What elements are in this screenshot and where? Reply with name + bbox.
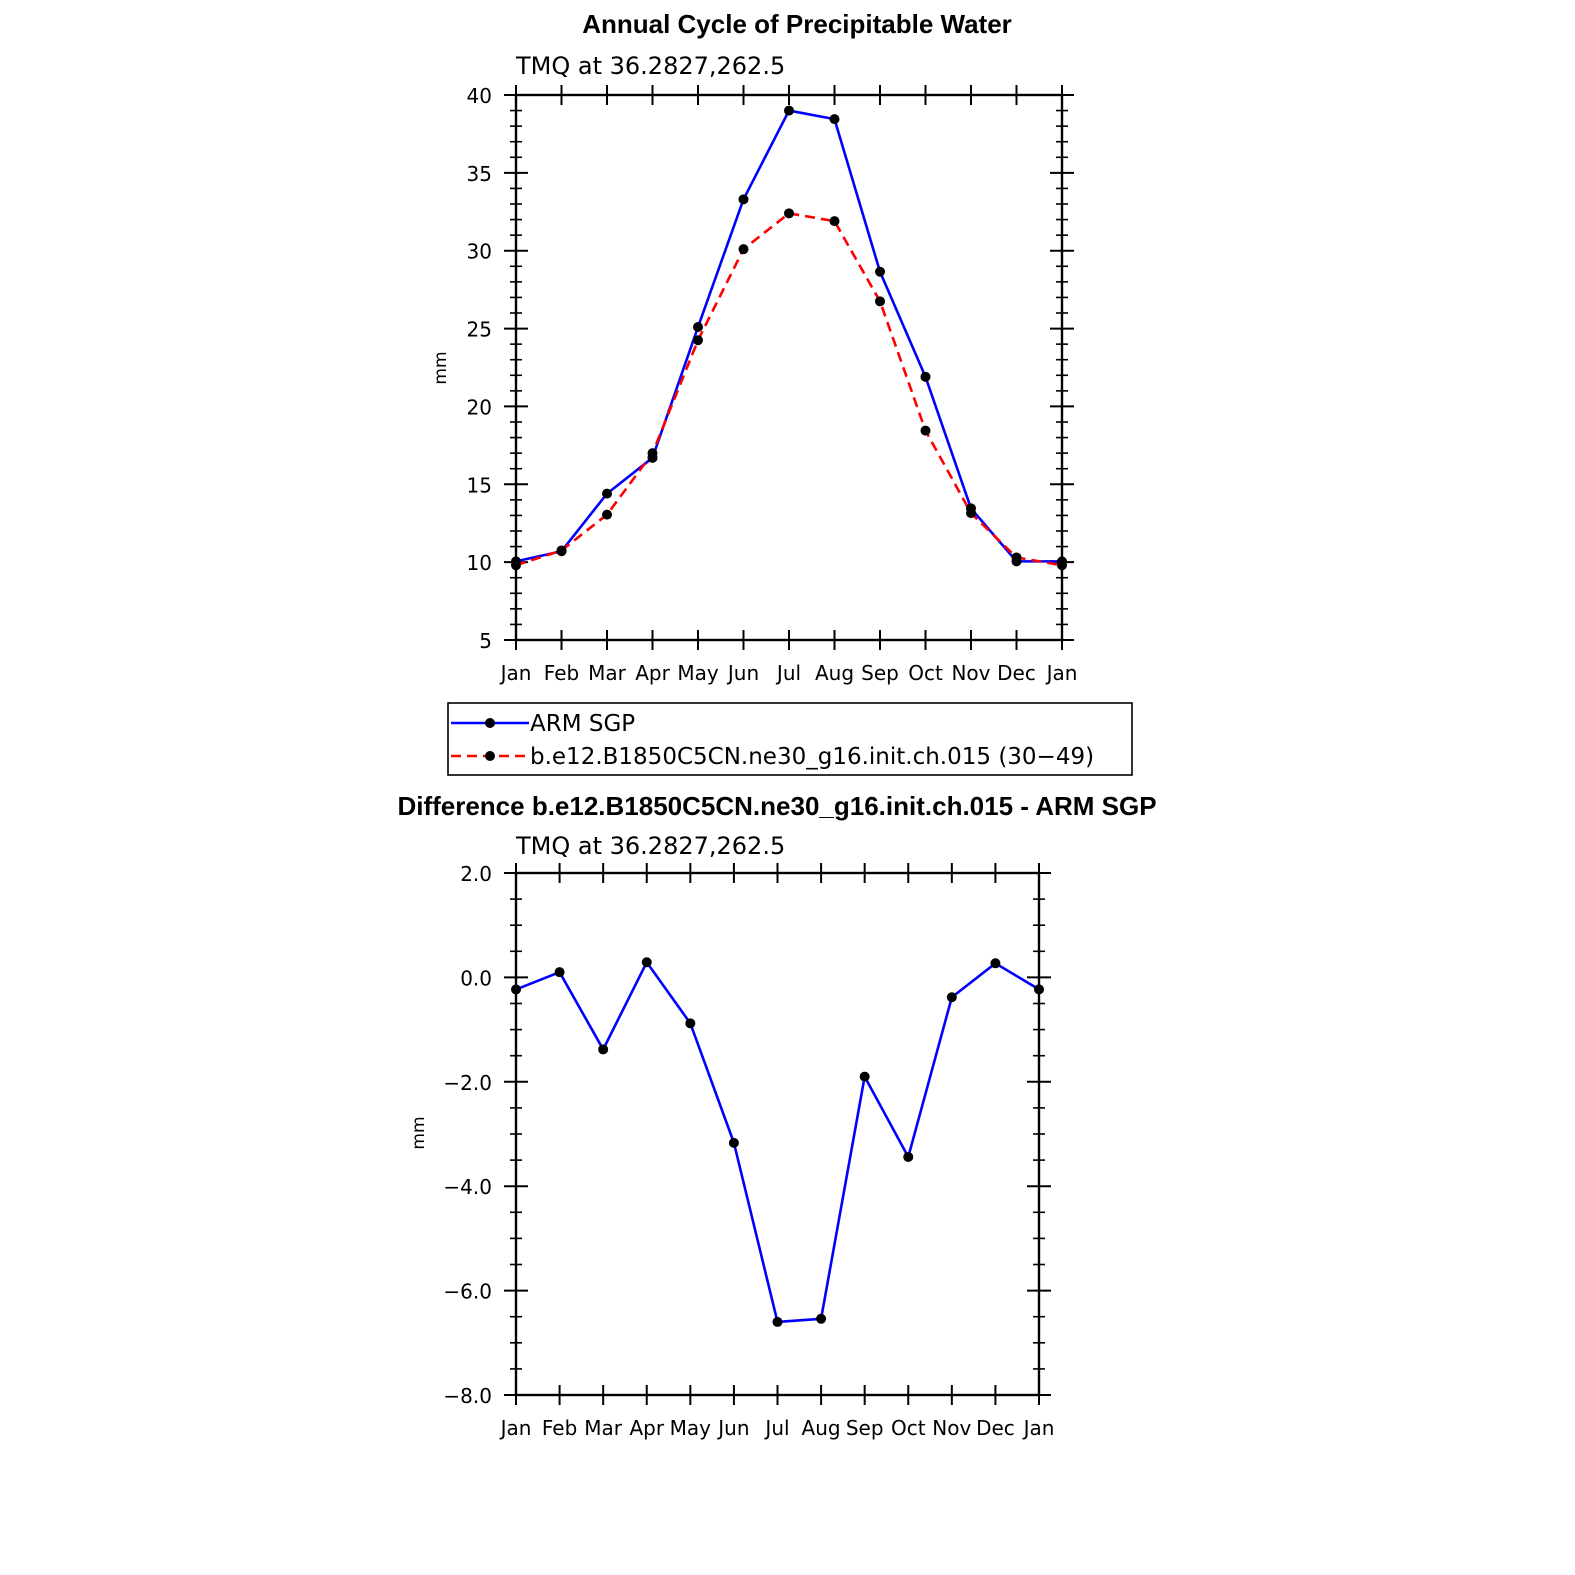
plot-axes: Jan Feb Mar Apr May Jun Jul Aug Sep Oct Nov Dec Jan 5… <box>467 84 1078 685</box>
y-tick-label: 20 <box>467 395 492 419</box>
data-point-1 <box>829 216 840 227</box>
data-point-0 <box>693 322 703 333</box>
x-tick-label: Jan <box>1022 1416 1055 1440</box>
y-tick-label: 25 <box>467 318 492 342</box>
data-point-0 <box>641 957 652 968</box>
data-point-0 <box>990 958 1001 969</box>
legend: ARM SGP b.e12.B1850C5CN.ne30_g16.init.ch… <box>447 702 1133 776</box>
x-tick-label: Jan <box>1045 661 1078 685</box>
chart-subtitle: TMQ at 36.2827,262.5 <box>515 832 785 860</box>
y-tick-label: 30 <box>467 240 492 264</box>
x-tick-label: Jul <box>763 1416 789 1440</box>
legend-marker-arm-sgp <box>485 718 495 728</box>
data-point-1 <box>693 335 703 346</box>
data-point-1 <box>511 560 521 571</box>
data-point-1 <box>647 448 658 459</box>
data-point-0 <box>772 1316 783 1327</box>
data-point-0 <box>511 984 521 995</box>
data-point-0 <box>685 1018 696 1029</box>
difference-chart: Difference b.e12.B1850C5CN.ne30_g16.init… <box>397 791 1156 1440</box>
data-point-0 <box>816 1313 827 1324</box>
data-point-0 <box>875 266 885 277</box>
data-point-1 <box>738 244 749 255</box>
series-layer <box>511 957 1044 1327</box>
data-point-1 <box>920 425 931 436</box>
x-tick-label: Jul <box>775 661 801 685</box>
y-tick-label: 2.0 <box>460 862 492 886</box>
legend-box <box>447 702 1133 776</box>
y-tick-label: 35 <box>467 162 492 186</box>
data-point-1 <box>602 509 612 520</box>
x-tick-label: Mar <box>588 661 627 685</box>
x-tick-label: May <box>677 661 719 685</box>
series-line-0 <box>515 960 1040 1324</box>
legend-label-arm-sgp: ARM SGP <box>530 711 635 737</box>
y-tick-label: −8.0 <box>443 1384 492 1408</box>
x-tick-label: Jun <box>716 1416 749 1440</box>
x-tick-label: Nov <box>932 1416 971 1440</box>
y-axis-label: mm <box>409 1116 429 1149</box>
data-point-0 <box>738 194 749 205</box>
x-tick-label: Jan <box>499 661 532 685</box>
data-point-1 <box>966 508 976 519</box>
x-tick-label: Oct <box>891 1416 926 1440</box>
data-point-1 <box>875 296 885 307</box>
y-tick-label: −6.0 <box>443 1280 492 1304</box>
data-point-0 <box>728 1137 739 1148</box>
data-point-0 <box>829 114 840 125</box>
x-tick-label: Sep <box>861 661 899 685</box>
data-point-1 <box>1057 560 1067 571</box>
x-tick-label: Apr <box>635 661 670 685</box>
x-tick-label: Sep <box>846 1416 884 1440</box>
y-tick-label: 10 <box>467 551 492 575</box>
x-tick-label: Aug <box>815 661 854 685</box>
data-point-0 <box>598 1044 609 1055</box>
plot-axes: Jan Feb Mar Apr May Jun Jul Aug Sep Oct Nov Dec Jan−… <box>443 862 1054 1440</box>
x-tick-label: May <box>670 1416 712 1440</box>
series-line-1 <box>515 212 1063 567</box>
data-point-0 <box>784 105 794 116</box>
x-tick-label: Oct <box>908 661 943 685</box>
y-tick-label: −2.0 <box>443 1071 492 1095</box>
data-point-0 <box>859 1071 870 1082</box>
x-tick-label: Dec <box>976 1416 1015 1440</box>
x-tick-label: Mar <box>584 1416 623 1440</box>
y-tick-label: 0.0 <box>460 966 492 990</box>
data-point-1 <box>784 208 794 219</box>
y-tick-label: 40 <box>467 84 492 108</box>
data-point-0 <box>946 992 957 1003</box>
y-tick-label: 15 <box>467 473 492 497</box>
x-tick-label: Jan <box>499 1416 532 1440</box>
x-tick-label: Jun <box>726 661 759 685</box>
x-tick-label: Feb <box>544 661 579 685</box>
data-point-0 <box>1034 984 1044 995</box>
legend-marker-model <box>485 751 495 761</box>
y-tick-label: −4.0 <box>443 1175 492 1199</box>
data-point-0 <box>920 371 931 382</box>
y-axis-label: mm <box>431 351 451 384</box>
x-tick-label: Nov <box>951 661 990 685</box>
annual-cycle-chart: Annual Cycle of Precipitable Water TMQ a… <box>431 9 1077 685</box>
series-line-0 <box>515 109 1062 563</box>
data-point-0 <box>903 1151 914 1162</box>
x-tick-label: Apr <box>629 1416 664 1440</box>
data-point-1 <box>556 545 567 556</box>
x-tick-label: Feb <box>542 1416 577 1440</box>
chart-subtitle: TMQ at 36.2827,262.5 <box>515 52 785 80</box>
chart-title: Annual Cycle of Precipitable Water <box>582 9 1012 39</box>
legend-label-model: b.e12.B1850C5CN.ne30_g16.init.ch.015 (30… <box>530 744 1094 770</box>
y-tick-label: 5 <box>479 629 492 653</box>
x-tick-label: Dec <box>997 661 1036 685</box>
data-point-0 <box>602 488 612 499</box>
x-tick-label: Aug <box>802 1416 841 1440</box>
plot-frame <box>514 93 1064 642</box>
chart-title: Difference b.e12.B1850C5CN.ne30_g16.init… <box>397 791 1156 821</box>
series-layer <box>511 105 1067 571</box>
data-point-0 <box>554 967 565 978</box>
data-point-1 <box>1011 552 1022 563</box>
